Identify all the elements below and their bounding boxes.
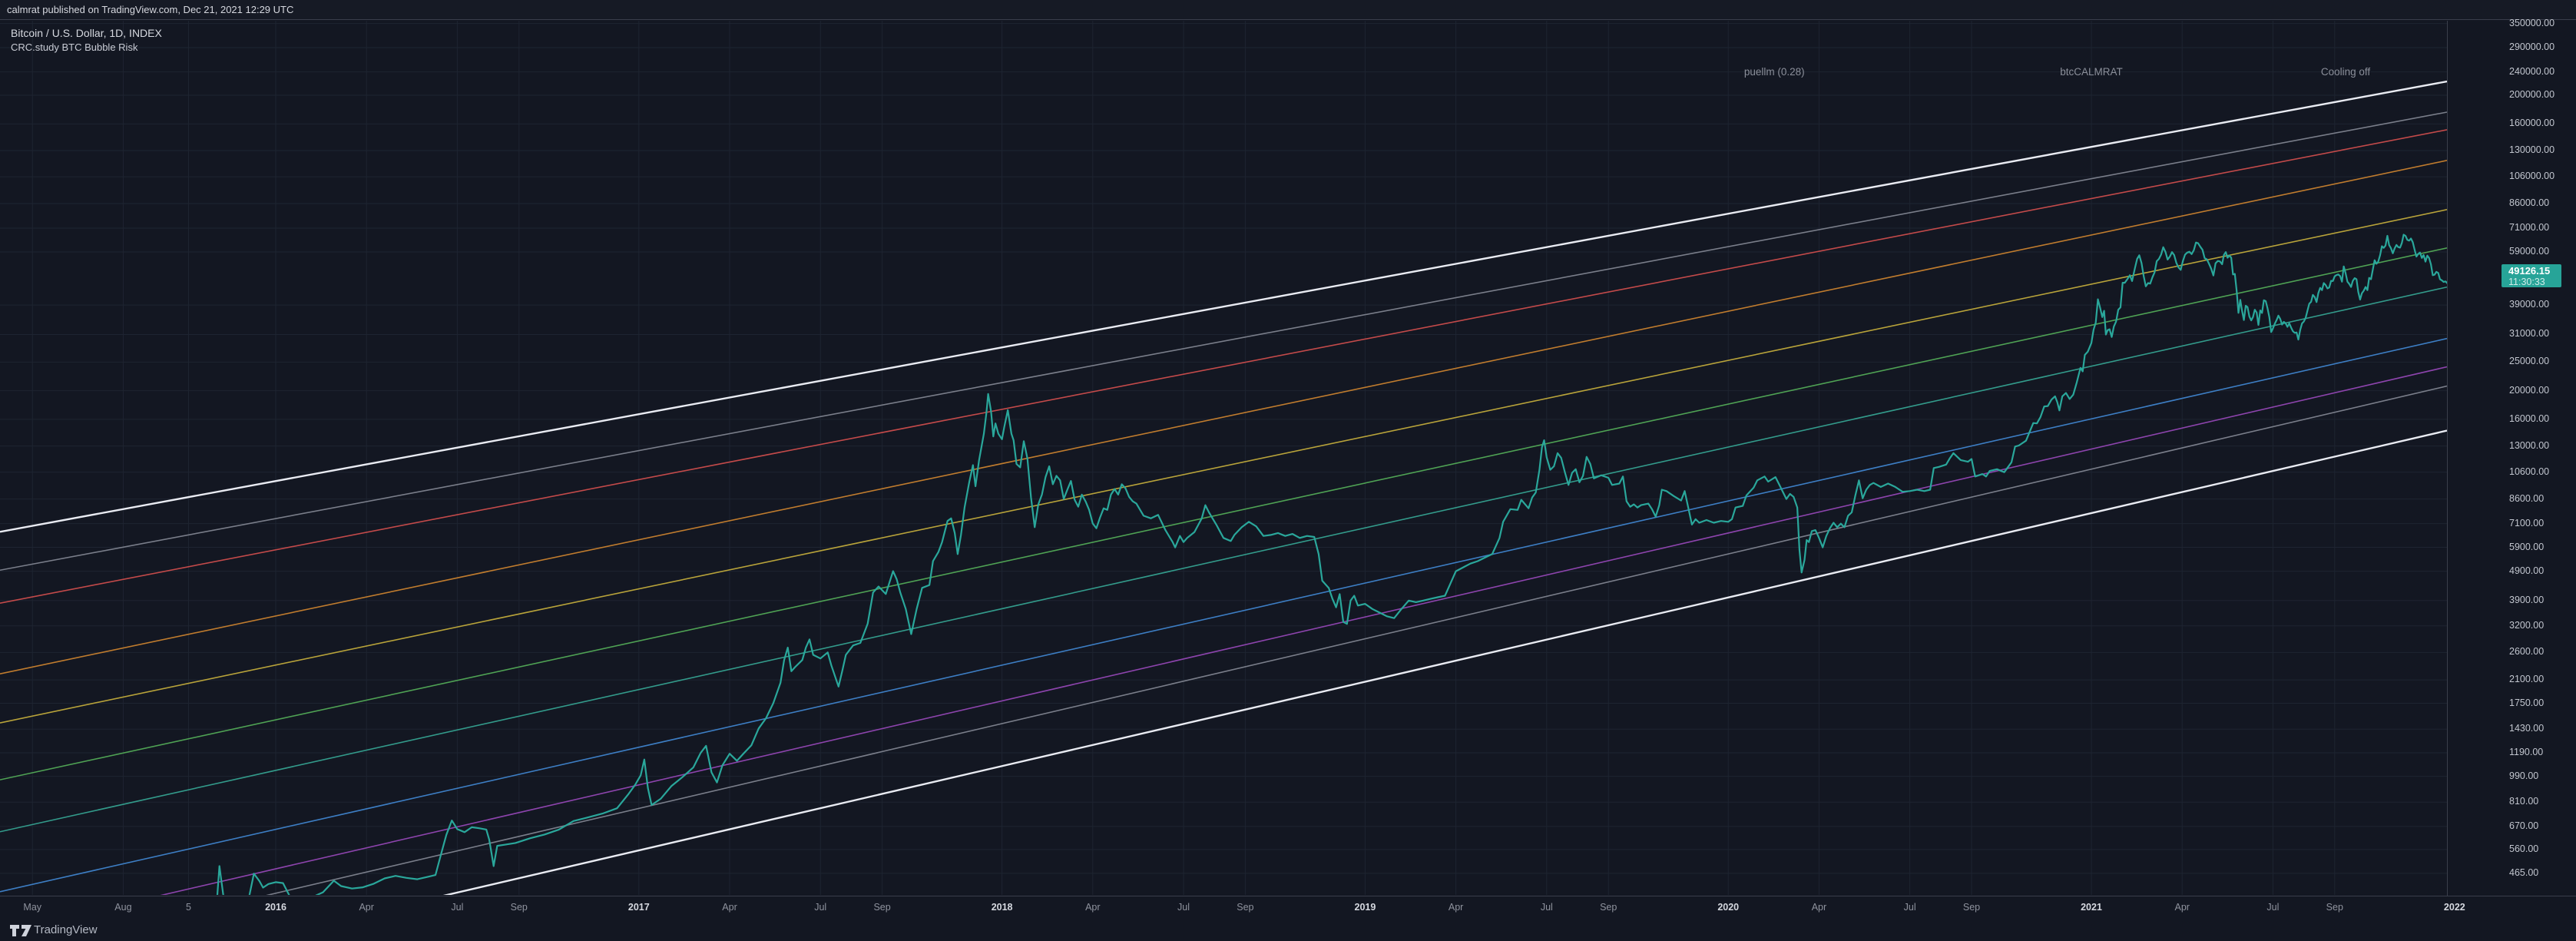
price-tick-label: 13000.00 [2509, 439, 2550, 451]
tradingview-brand[interactable]: TradingView [34, 923, 98, 936]
band-line-green [0, 247, 2447, 780]
price-tick-label: 7100.00 [2509, 517, 2545, 528]
drawing-label[interactable]: Cooling off [2320, 65, 2371, 78]
legend: Bitcoin / U.S. Dollar, 1D, INDEX CRC.stu… [11, 25, 162, 55]
time-tick-year: 2017 [627, 902, 650, 913]
time-tick-year: 2019 [1354, 902, 1376, 913]
price-tick-label: 1750.00 [2509, 697, 2545, 708]
time-tick-month: Apr [1085, 902, 1101, 913]
band-line-yellow [0, 209, 2447, 724]
bar-close-countdown: 11:30:33 [2508, 276, 2545, 287]
band-line-red [0, 129, 2447, 605]
study-title[interactable]: CRC.study BTC Bubble Risk [11, 41, 138, 53]
price-tick-label: 2600.00 [2509, 646, 2545, 658]
price-tick-label: 560.00 [2509, 843, 2539, 854]
time-tick-month: Apr [359, 902, 374, 913]
time-tick-year: 2020 [1717, 902, 1740, 913]
symbol-title[interactable]: Bitcoin / U.S. Dollar, 1D, INDEX [11, 27, 162, 39]
price-tick-label: 86000.00 [2509, 197, 2550, 209]
time-tick-month: Jul [1177, 902, 1190, 913]
price-tick-label: 290000.00 [2509, 41, 2555, 52]
time-tick-year: 2021 [2081, 902, 2102, 913]
price-tick-label: 1430.00 [2509, 723, 2545, 734]
price-tick-label: 25000.00 [2509, 356, 2550, 367]
time-tick-month: Sep [510, 902, 528, 913]
band-line-blue [0, 337, 2447, 893]
price-tick-label: 465.00 [2509, 866, 2539, 878]
price-tick-label: 20000.00 [2509, 384, 2550, 396]
price-tick-label: 160000.00 [2509, 118, 2555, 129]
price-tick-label: 39000.00 [2509, 299, 2550, 310]
price-tick-label: 3200.00 [2509, 619, 2545, 631]
time-tick-month: Sep [1237, 902, 1254, 913]
time-tick-month: Jul [814, 902, 827, 913]
price-chart [0, 21, 2447, 895]
band-line-white-lower [442, 429, 2447, 895]
time-tick-year: 2016 [265, 902, 286, 913]
price-tick-label: 350000.00 [2509, 17, 2555, 28]
band-line-teal [0, 286, 2447, 833]
price-tick-label: 200000.00 [2509, 89, 2555, 101]
time-tick-month: Apr [2174, 902, 2190, 913]
time-tick-year: 2018 [991, 902, 1013, 913]
price-tick-label: 2100.00 [2509, 674, 2545, 685]
time-tick-month: Jul [1540, 902, 1553, 913]
price-tick-label: 990.00 [2509, 770, 2539, 781]
band-line-purple [160, 366, 2447, 895]
band-line-gray-upper [0, 111, 2447, 572]
price-tick-label: 1190.00 [2509, 746, 2544, 757]
price-tick-label: 8600.00 [2509, 492, 2545, 504]
time-tick-month: Apr [1811, 902, 1827, 913]
time-tick-month: Apr [722, 902, 737, 913]
time-tick-year: 2022 [2443, 902, 2465, 913]
time-tick-month: 5 [186, 902, 191, 913]
band-line-white-upper [0, 80, 2447, 533]
time-tick-month: Aug [114, 902, 132, 913]
price-tick-label: 240000.00 [2509, 65, 2555, 77]
time-tick-month: Sep [1962, 902, 1981, 913]
drawing-label[interactable]: puellm (0.28) [1743, 65, 1805, 78]
plot-area[interactable]: Bitcoin / U.S. Dollar, 1D, INDEX CRC.stu… [0, 21, 2447, 895]
time-tick-month: Sep [1600, 902, 1617, 913]
price-tick-label: 4900.00 [2509, 565, 2545, 576]
price-line [216, 234, 2447, 895]
time-tick-month: Jul [1903, 902, 1916, 913]
price-tick-label: 670.00 [2509, 820, 2539, 831]
last-price-badge: 49126.15 11:30:33 [2502, 263, 2561, 287]
price-tick-label: 10600.00 [2509, 466, 2550, 477]
price-tick-label: 106000.00 [2509, 171, 2555, 182]
price-tick-label: 31000.00 [2509, 328, 2550, 340]
time-tick-month: May [23, 902, 42, 913]
publish-text: calmrat published on TradingView.com, De… [7, 4, 294, 15]
band-line-gray-lower [266, 385, 2447, 895]
price-tick-label: 16000.00 [2509, 413, 2550, 424]
tradingview-logo-icon[interactable] [9, 924, 32, 937]
time-tick-month: Jul [2266, 902, 2280, 913]
time-tick-month: Jul [451, 902, 464, 913]
time-tick-month: Apr [1448, 902, 1464, 913]
price-tick-label: 3900.00 [2509, 594, 2545, 605]
last-price: 49126.15 [2508, 264, 2551, 277]
time-axis[interactable]: May Aug 5 2016 Apr Jul Sep 2017 Apr Jul Sep 2018 Apr… [0, 896, 2576, 920]
drawing-label[interactable]: btcCALMRAT [2060, 65, 2123, 78]
price-tick-label: 810.00 [2509, 796, 2539, 807]
time-tick-month: Sep [2326, 902, 2343, 913]
price-tick-label: 5900.00 [2509, 541, 2545, 552]
time-tick-month: Sep [873, 902, 891, 913]
publish-bar: calmrat published on TradingView.com, De… [0, 0, 2576, 20]
band-line-orange [0, 160, 2447, 674]
price-tick-label: 130000.00 [2509, 144, 2555, 155]
footer-bar: TradingView [0, 919, 2576, 941]
price-tick-label: 59000.00 [2509, 245, 2550, 257]
price-axis[interactable]: 350000.00 290000.00 240000.00 200000.00 1600… [2447, 17, 2576, 919]
price-tick-label: 71000.00 [2509, 222, 2550, 234]
